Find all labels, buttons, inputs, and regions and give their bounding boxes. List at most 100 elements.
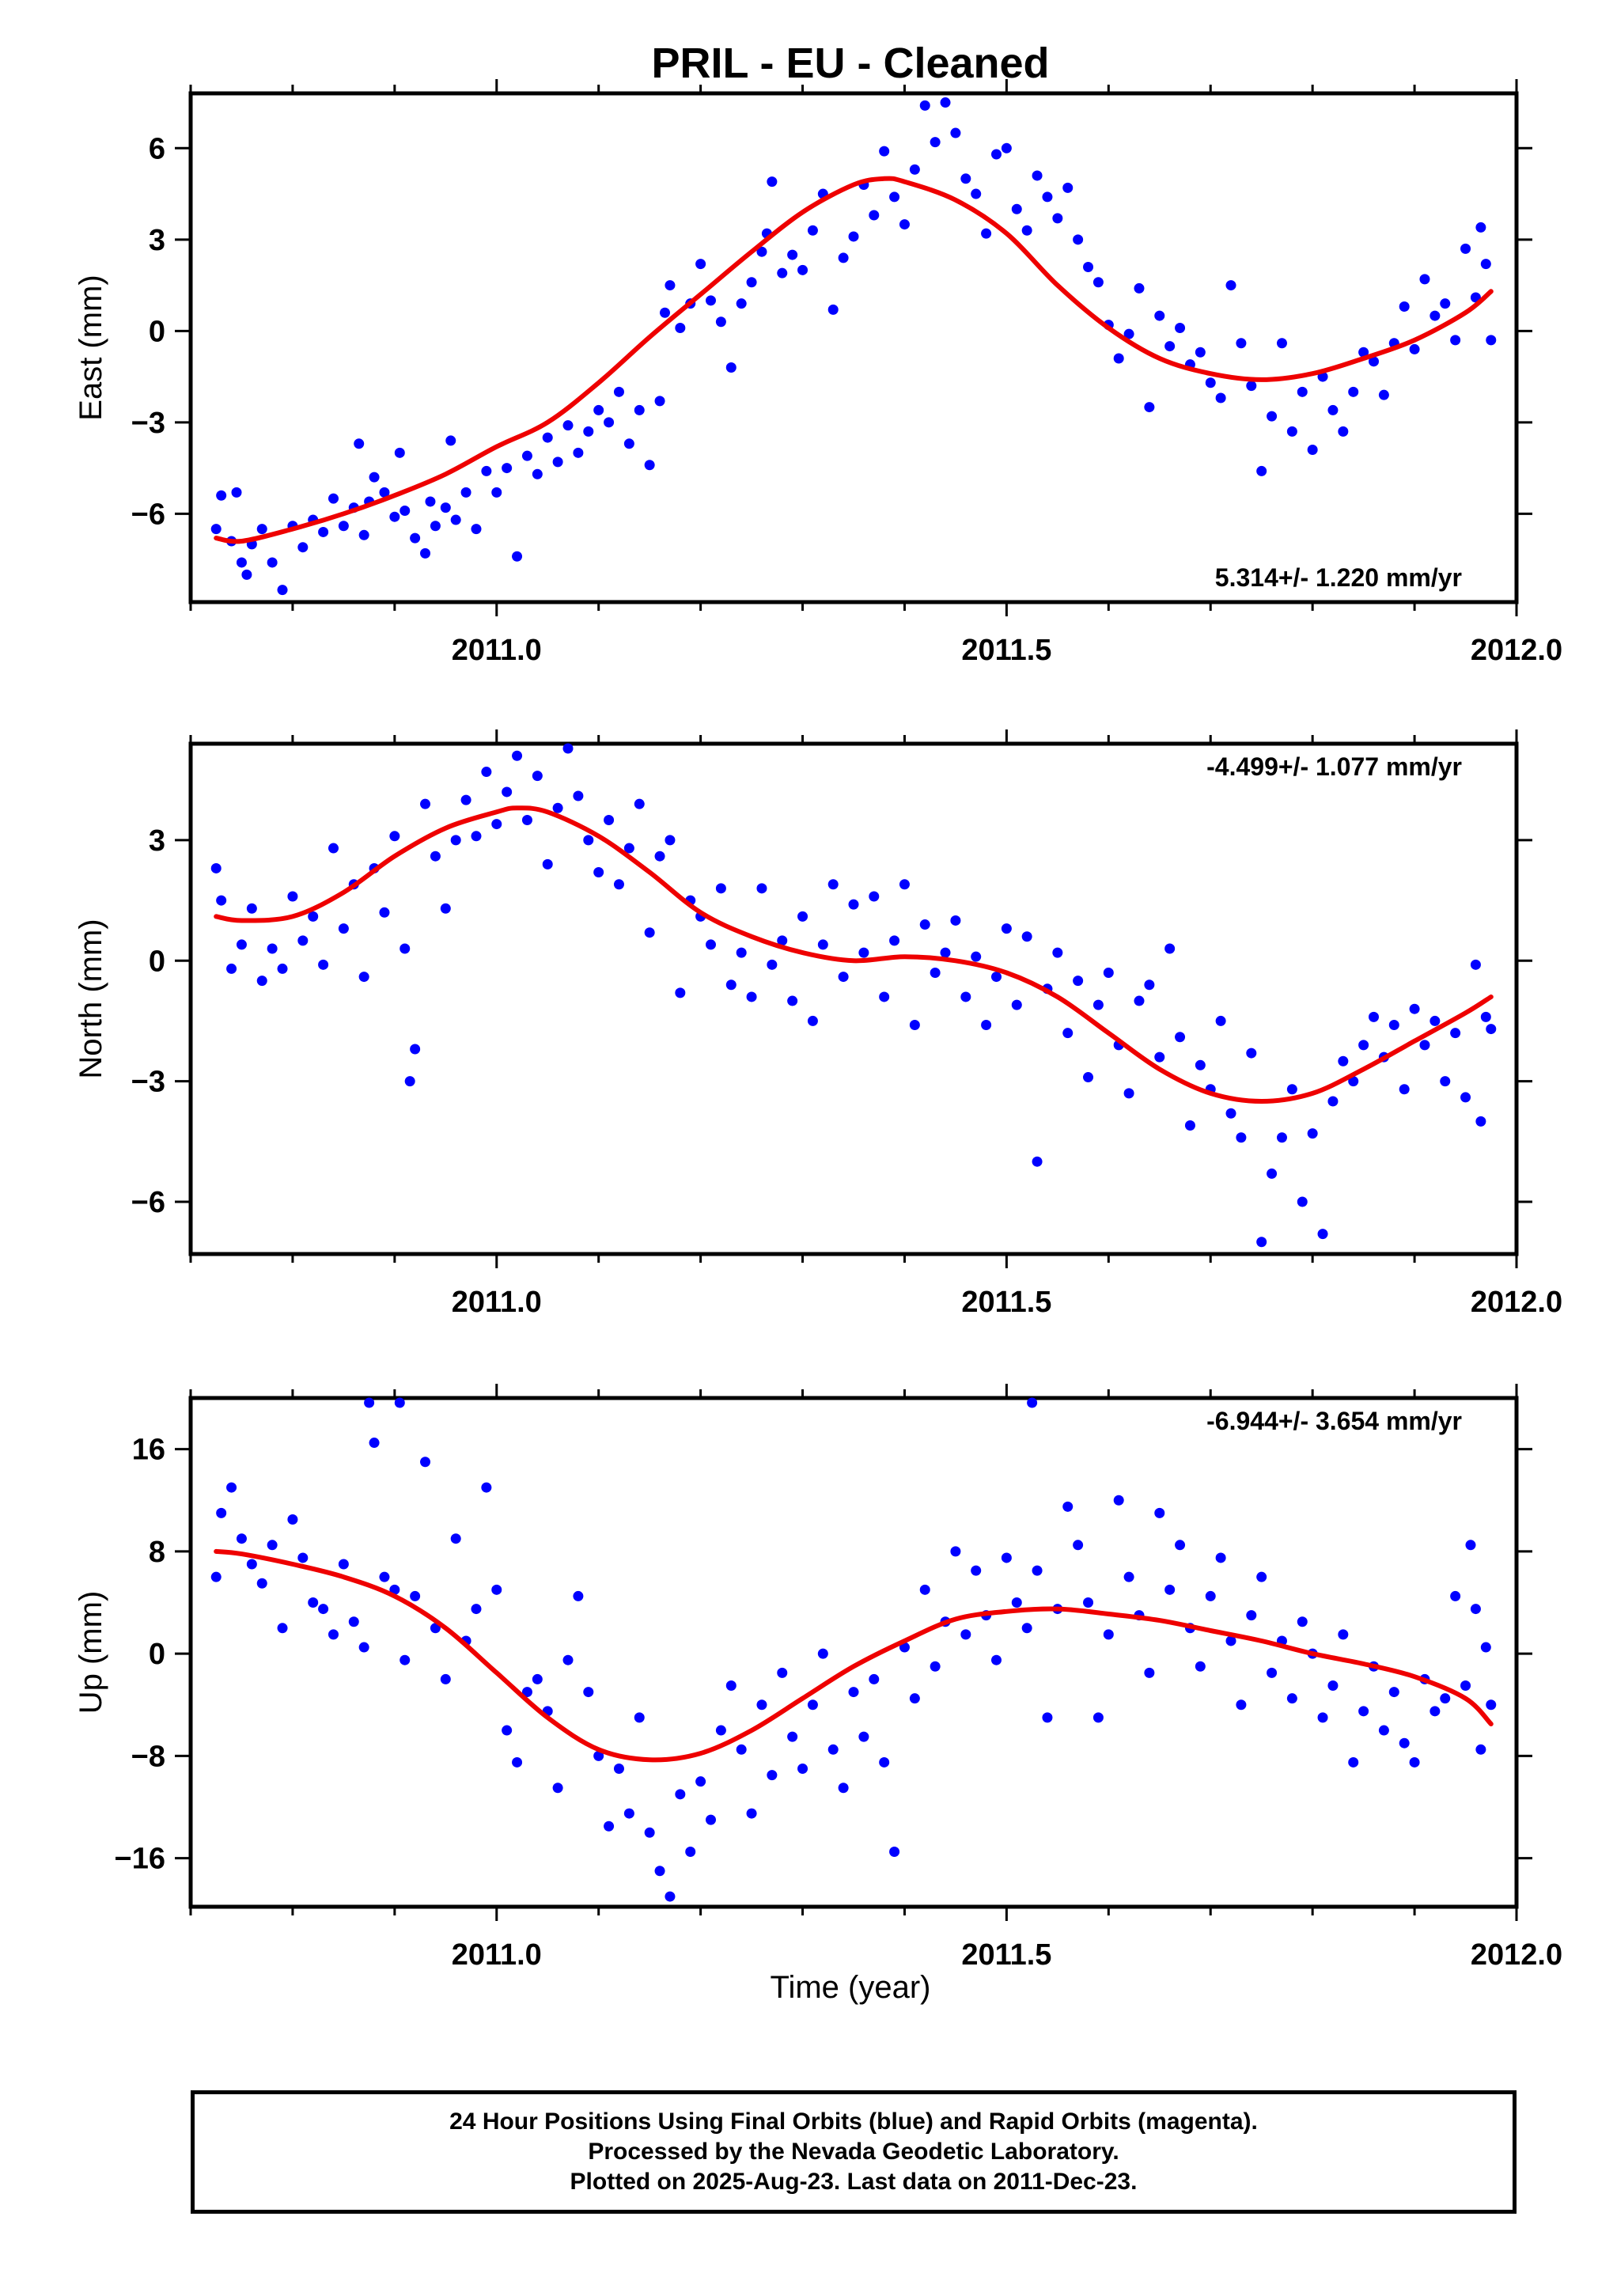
north-data-point — [1348, 1076, 1359, 1087]
north-data-point — [338, 923, 349, 934]
north-data-point — [1317, 1229, 1328, 1240]
north-data-point — [1144, 979, 1155, 991]
up-data-point — [1001, 1552, 1012, 1563]
east-data-point — [297, 542, 309, 553]
up-data-point — [817, 1648, 828, 1659]
up-y-tick-label: −16 — [115, 1843, 165, 1876]
up-data-point — [562, 1654, 574, 1665]
north-data-point — [960, 991, 971, 1002]
north-data-point — [502, 786, 513, 798]
east-data-point — [1369, 356, 1380, 367]
up-data-point — [267, 1540, 278, 1551]
north-data-point — [236, 939, 247, 950]
up-data-point — [1144, 1667, 1155, 1678]
up-data-point — [256, 1578, 267, 1589]
east-data-point — [838, 252, 849, 263]
up-data-point — [593, 1750, 604, 1761]
north-data-point — [1297, 1196, 1308, 1207]
north-data-point — [767, 959, 778, 970]
up-data-point — [1429, 1706, 1441, 1717]
east-data-point — [715, 316, 726, 328]
east-data-point — [1195, 347, 1206, 358]
up-rate-label: -6.944+/- 3.654 mm/yr — [1206, 1407, 1462, 1435]
north-data-point — [1236, 1132, 1247, 1143]
up-data-point — [746, 1808, 757, 1819]
north-data-point — [1092, 999, 1104, 1010]
east-data-point — [659, 307, 670, 318]
up-data-point — [471, 1604, 482, 1615]
north-data-point — [287, 891, 298, 902]
up-data-point — [1327, 1680, 1339, 1692]
up-data-point — [1113, 1495, 1124, 1506]
up-data-point — [990, 1654, 1002, 1665]
north-data-point — [787, 995, 798, 1006]
north-data-point — [1409, 1003, 1420, 1014]
footer-line-plotted: Plotted on 2025-Aug-23. Last data on 201… — [570, 2169, 1138, 2195]
north-data-point — [410, 1044, 421, 1055]
north-data-point — [827, 879, 839, 890]
east-data-point — [807, 225, 818, 236]
east-data-point — [1399, 301, 1410, 313]
up-data-point — [1470, 1604, 1481, 1615]
up-data-point — [1123, 1571, 1134, 1582]
up-data-point — [410, 1590, 421, 1601]
east-data-point — [1286, 426, 1297, 437]
north-y-tick-label: 0 — [149, 945, 165, 978]
up-data-point — [1062, 1501, 1074, 1512]
up-data-point — [706, 1814, 717, 1825]
up-data-point — [930, 1661, 941, 1672]
north-data-point — [623, 843, 634, 854]
up-data-point — [1378, 1725, 1389, 1736]
north-data-point — [1419, 1040, 1430, 1051]
north-data-point — [1470, 959, 1481, 970]
up-data-point — [1205, 1590, 1216, 1601]
up-data-point — [1338, 1629, 1349, 1640]
up-data-point — [1460, 1680, 1471, 1692]
up-y-tick-label: 16 — [132, 1434, 165, 1467]
up-data-point — [502, 1725, 513, 1736]
up-data-point — [1450, 1590, 1461, 1601]
east-y-tick-label: −3 — [131, 407, 165, 440]
north-data-point — [736, 947, 747, 958]
north-y-axis-title: North (mm) — [74, 919, 108, 1078]
north-data-point — [379, 907, 390, 918]
north-data-point — [1164, 943, 1176, 954]
north-data-point — [1327, 1096, 1339, 1107]
north-data-point — [1001, 923, 1012, 934]
up-data-point — [889, 1847, 900, 1858]
north-data-point — [1307, 1128, 1318, 1139]
north-data-point — [675, 987, 686, 998]
east-data-point — [767, 176, 778, 188]
north-data-point — [1134, 995, 1145, 1006]
east-data-point — [1460, 243, 1471, 254]
east-data-point — [267, 557, 278, 568]
up-data-point — [1348, 1756, 1359, 1767]
east-y-tick-label: 0 — [149, 315, 165, 348]
up-data-point — [675, 1789, 686, 1800]
north-data-point — [940, 947, 951, 958]
up-data-point — [736, 1744, 747, 1755]
east-x-tick-label: 2011.0 — [452, 634, 542, 667]
up-data-point — [1175, 1540, 1186, 1551]
up-x-tick-label: 2011.0 — [452, 1938, 542, 1972]
up-y-axis-title: Up (mm) — [74, 1591, 108, 1714]
east-data-point — [328, 493, 339, 504]
east-data-point — [1338, 426, 1349, 437]
up-data-point — [909, 1693, 920, 1704]
up-data-point — [246, 1559, 257, 1570]
east-data-point — [400, 505, 411, 516]
up-data-point — [1215, 1552, 1226, 1563]
up-data-point — [532, 1673, 543, 1684]
up-data-point — [369, 1438, 380, 1449]
east-data-point — [532, 468, 543, 479]
up-x-tick-label: 2011.5 — [961, 1938, 1051, 1972]
up-data-point — [1042, 1712, 1053, 1723]
east-data-point — [1419, 274, 1430, 285]
up-data-point — [512, 1756, 523, 1767]
north-data-point — [277, 963, 288, 974]
east-x-tick-label: 2011.5 — [961, 634, 1051, 667]
east-data-point — [379, 487, 390, 498]
east-data-point — [471, 524, 482, 535]
footer-box: 24 Hour Positions Using Final Orbits (bl… — [191, 2090, 1517, 2214]
east-data-point — [1042, 191, 1053, 203]
